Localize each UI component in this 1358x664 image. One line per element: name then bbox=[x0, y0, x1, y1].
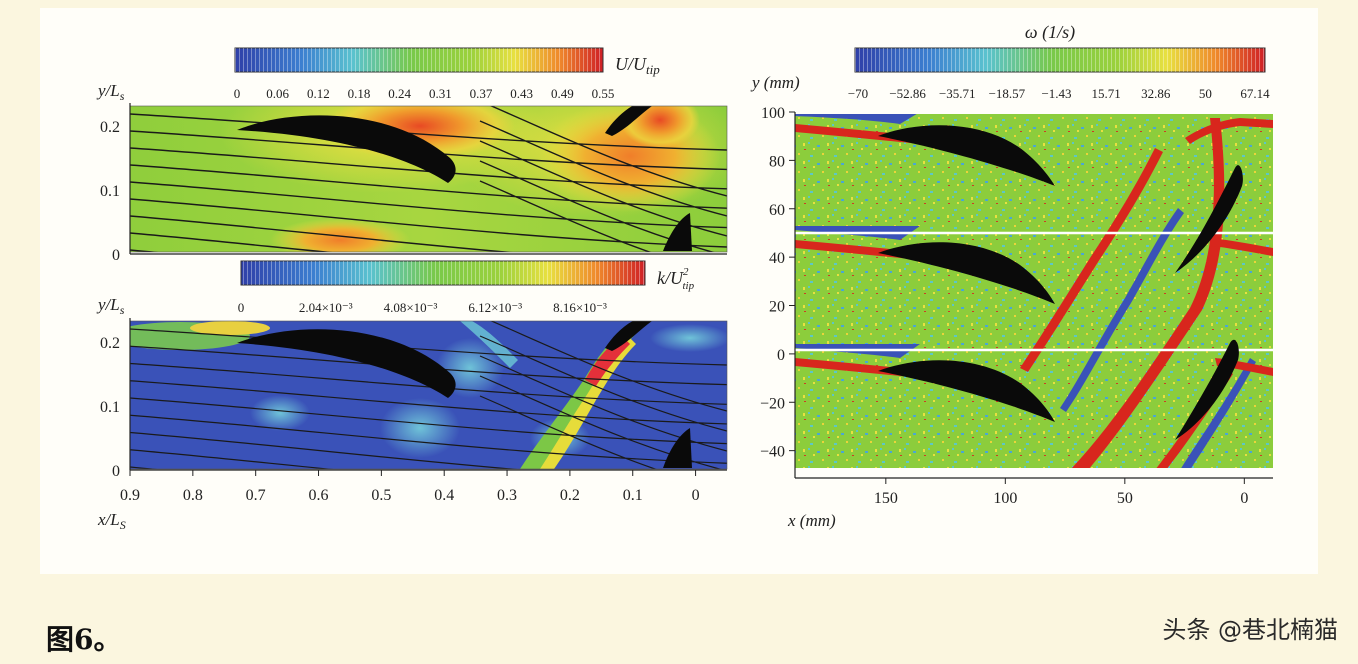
vorticity-colorbar-tick: 50 bbox=[1199, 86, 1212, 101]
turbulence-y-axis-label: y/Ls bbox=[96, 295, 125, 317]
velocity-colorbar-tick: 0.55 bbox=[592, 86, 615, 101]
velocity-colorbar-tick: 0.06 bbox=[266, 86, 289, 101]
turbulence-field bbox=[129, 320, 728, 470]
turbulence-x-tick: 0 bbox=[692, 487, 700, 504]
vorticity-colorbar-tick: −1.43 bbox=[1041, 86, 1071, 101]
blade-profile bbox=[237, 115, 456, 183]
vorticity-colorbar-tick: 15.71 bbox=[1092, 86, 1121, 101]
vorticity-y-tick: −40 bbox=[760, 444, 785, 461]
blade-profile bbox=[605, 106, 652, 136]
turbulence-y-tick: 0.1 bbox=[100, 399, 120, 416]
turbulence-x-tick: 0.7 bbox=[246, 487, 266, 504]
turbulence-colorbar-tick: 4.08×10⁻³ bbox=[384, 300, 438, 315]
velocity-colorbar-tick: 0.37 bbox=[470, 86, 493, 101]
turbulence-y-tick: 0.2 bbox=[100, 335, 120, 352]
velocity-colorbar-tick: 0.31 bbox=[429, 86, 452, 101]
turbulence-x-tick: 0.5 bbox=[371, 487, 391, 504]
vorticity-colorbar-tick: 32.86 bbox=[1141, 86, 1171, 101]
turbulence-x-tick: 0.2 bbox=[560, 487, 580, 504]
vorticity-y-axis-label: y (mm) bbox=[750, 73, 800, 92]
velocity-colorbar-tick: 0.24 bbox=[388, 86, 411, 101]
vorticity-y-tick: 20 bbox=[769, 299, 785, 316]
vorticity-colorbar-tick: 67.14 bbox=[1240, 86, 1270, 101]
vorticity-y-tick: 100 bbox=[761, 105, 785, 122]
velocity-y-tick: 0.2 bbox=[100, 119, 120, 136]
turbulence-x-axis-label: x/LS bbox=[97, 510, 126, 532]
vorticity-colorbar: ω (1/s) −70 −52.86 −35.71 −18.57 −1.43 15.71 3… bbox=[848, 22, 1270, 101]
turbulence-y-tick: 0 bbox=[112, 463, 120, 480]
figure-canvas: 0 0.06 0.12 0.18 0.24 0.31 0.37 0.43 0.49 0.55 U/… bbox=[96, 22, 1273, 532]
vorticity-colorbar-tick: −35.71 bbox=[939, 86, 976, 101]
turbulence-colorbar-tick-labels: 0 2.04×10⁻³ 4.08×10⁻³ 6.12×10⁻³ 8.16×10⁻³ bbox=[238, 300, 607, 315]
turbulence-colorbar-tick: 8.16×10⁻³ bbox=[553, 300, 607, 315]
velocity-colorbar-tick: 0.18 bbox=[348, 86, 371, 101]
vorticity-y-tick: 60 bbox=[769, 202, 785, 219]
vorticity-x-ticks: 150 100 50 0 bbox=[874, 478, 1248, 507]
turbulence-colorbar: 0 2.04×10⁻³ 4.08×10⁻³ 6.12×10⁻³ 8.16×10⁻³ k/… bbox=[238, 260, 695, 315]
turbulence-colorbar-tick: 2.04×10⁻³ bbox=[299, 300, 353, 315]
vorticity-x-tick: 150 bbox=[874, 490, 898, 507]
vorticity-axes: y (mm) 100 80 60 40 20 0 −20 −40 150 100 50 0 x (m… bbox=[750, 73, 1273, 530]
vorticity-x-axis-label: x (mm) bbox=[787, 511, 836, 530]
vorticity-colorbar-label: ω (1/s) bbox=[1025, 22, 1075, 43]
vorticity-x-tick: 100 bbox=[993, 490, 1017, 507]
velocity-colorbar-tick: 0 bbox=[234, 86, 241, 101]
vorticity-y-ticks: 100 80 60 40 20 0 −20 −40 bbox=[760, 105, 795, 461]
vorticity-field bbox=[795, 114, 1273, 468]
velocity-y-axis-label: y/Ls bbox=[96, 81, 125, 103]
turbulence-x-tick: 0.9 bbox=[120, 487, 140, 504]
turbulence-x-ticks: 0.9 0.8 0.7 0.6 0.5 0.4 0.3 0.2 0.1 0 bbox=[120, 470, 700, 504]
blade-profile bbox=[1175, 339, 1239, 440]
turbulence-colorbar-label: k/U2 tip bbox=[657, 266, 695, 292]
vorticity-y-tick: −20 bbox=[760, 395, 785, 412]
velocity-axes: y/Ls 0.2 0.1 0 bbox=[96, 81, 727, 264]
blade-profile bbox=[1175, 165, 1243, 273]
vorticity-colorbar-tick: −70 bbox=[848, 86, 868, 101]
velocity-field bbox=[129, 105, 728, 253]
velocity-colorbar-label: U/Utip bbox=[615, 54, 660, 77]
turbulence-x-tick: 0.3 bbox=[497, 487, 517, 504]
blade-profile bbox=[878, 242, 1055, 304]
turbulence-x-tick: 0.8 bbox=[183, 487, 203, 504]
vorticity-colorbar-tick: −52.86 bbox=[889, 86, 926, 101]
velocity-y-tick: 0.1 bbox=[100, 183, 120, 200]
turbulence-x-tick: 0.1 bbox=[623, 487, 643, 504]
vorticity-x-tick: 0 bbox=[1240, 490, 1248, 507]
vorticity-y-tick: 80 bbox=[769, 153, 785, 170]
turbulence-colorbar-tick: 0 bbox=[238, 300, 245, 315]
velocity-y-tick: 0 bbox=[112, 247, 120, 264]
velocity-colorbar-tick: 0.43 bbox=[510, 86, 533, 101]
turbulence-axes: y/Ls 0.2 0.1 0 0.9 0.8 0.7 0.6 0.5 0.4 0.3 0.2 0… bbox=[96, 295, 727, 532]
blade-profile bbox=[605, 321, 652, 351]
vorticity-y-tick: 0 bbox=[777, 347, 785, 364]
turbulence-x-tick: 0.4 bbox=[434, 487, 454, 504]
blade-profile bbox=[663, 428, 692, 468]
figure-caption: 图6。 bbox=[46, 623, 122, 656]
vorticity-colorbar-tick: −18.57 bbox=[989, 86, 1026, 101]
vorticity-y-tick: 40 bbox=[769, 250, 785, 267]
velocity-colorbar: 0 0.06 0.12 0.18 0.24 0.31 0.37 0.43 0.49 0.55 U/… bbox=[234, 47, 660, 101]
vorticity-x-tick: 50 bbox=[1117, 490, 1133, 507]
velocity-colorbar-tick: 0.12 bbox=[307, 86, 330, 101]
watermark-text: 头条 @巷北楠猫 bbox=[1162, 616, 1338, 644]
velocity-colorbar-tick: 0.49 bbox=[551, 86, 574, 101]
vorticity-colorbar-tick-labels: −70 −52.86 −35.71 −18.57 −1.43 15.71 32.86 50 67… bbox=[848, 86, 1270, 101]
blade-profile bbox=[878, 125, 1055, 186]
blade-profile bbox=[237, 329, 456, 398]
turbulence-colorbar-tick: 6.12×10⁻³ bbox=[468, 300, 522, 315]
blade-profile bbox=[663, 213, 692, 251]
figure-panel: 0 0.06 0.12 0.18 0.24 0.31 0.37 0.43 0.49 0.55 U/… bbox=[40, 8, 1318, 574]
blade-profile bbox=[878, 360, 1055, 422]
velocity-colorbar-tick-labels: 0 0.06 0.12 0.18 0.24 0.31 0.37 0.43 0.49 0.55 bbox=[234, 86, 615, 101]
turbulence-x-tick: 0.6 bbox=[309, 487, 329, 504]
